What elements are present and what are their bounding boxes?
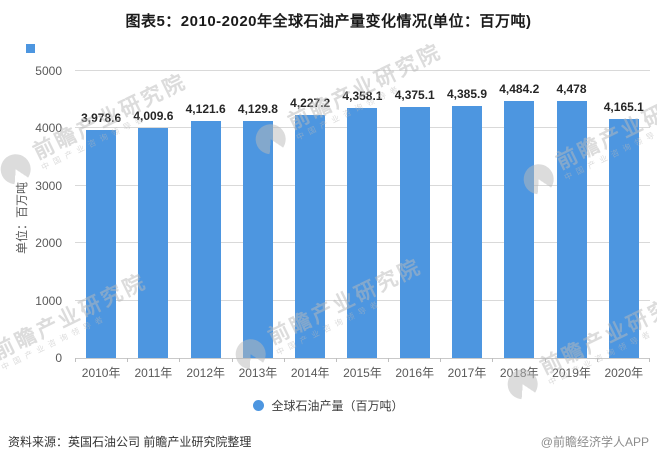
bar-value-label: 4,478 [556, 81, 587, 96]
bar [86, 129, 117, 358]
bar-value-label: 3,978.6 [81, 110, 122, 125]
x-tick-mark [335, 358, 337, 362]
y-tick-label: 0 [55, 351, 62, 365]
bar [242, 120, 273, 358]
x-tick-label: 2013年 [238, 366, 278, 380]
y-tick-label: 5000 [35, 64, 62, 78]
x-tick-mark [648, 358, 650, 362]
x-tick-label: 2020年 [604, 366, 644, 380]
chart-title: 图表5：2010-2020年全球石油产量变化情况(单位：百万吨) [125, 13, 532, 30]
x-tick-mark [596, 358, 598, 362]
x-tick-label: 2019年 [552, 366, 591, 380]
x-tick-label: 2010年 [81, 366, 121, 380]
bar-slot: 4,478 [545, 71, 597, 358]
bar-slot: 4,129.8 [232, 71, 284, 358]
bar-slot: 4,385.9 [441, 71, 493, 358]
bar-value-label: 4,358.1 [342, 88, 383, 103]
legend-label: 全球石油产量（百万吨） [271, 399, 404, 413]
legend-dot-icon [253, 400, 265, 411]
x-tick-mark [127, 358, 129, 362]
y-tick-labels: 0 1000 2000 3000 4000 5000 [24, 64, 68, 365]
x-tick-mark [231, 358, 233, 362]
x-tick-mark [440, 358, 442, 362]
bar [295, 115, 326, 358]
bar-slot: 4,358.1 [336, 71, 388, 358]
legend: 全球石油产量（百万吨） [0, 397, 657, 414]
bar [399, 106, 430, 358]
x-tick-mark [283, 358, 285, 362]
bar-slot: 4,009.6 [127, 71, 179, 358]
series-marker-square [26, 44, 35, 53]
x-tick-mark [492, 358, 494, 362]
x-tick-label: 2018年 [499, 366, 539, 380]
bar-slot: 4,375.1 [389, 71, 441, 358]
bar-value-label: 4,375.1 [394, 87, 435, 102]
y-tick-label: 3000 [35, 178, 62, 193]
bar-value-label: 4,385.9 [446, 87, 488, 102]
bar [347, 107, 378, 358]
x-tick-label: 2012年 [186, 366, 226, 380]
bar-value-label: 4,121.6 [185, 102, 226, 117]
gridline [75, 70, 650, 71]
bar-value-label: 4,227.2 [290, 96, 331, 111]
bar [451, 106, 482, 358]
x-tick-label: 2016年 [395, 366, 435, 380]
source-note: 资料来源：英国石油公司 前瞻产业研究院整理 [8, 435, 252, 449]
y-tick-label: 2000 [35, 236, 62, 251]
bar-slot: 4,227.2 [284, 71, 336, 358]
bar-slot: 4,484.2 [493, 71, 545, 358]
bars: 3,978.6 4,009.6 4,121.6 4,129.8 4,227.2 4,358… [75, 71, 650, 358]
bar-value-label: 4,484.2 [499, 81, 540, 96]
bar-value-label: 4,165.1 [603, 99, 644, 114]
x-tick-mark [179, 358, 181, 362]
x-tick-label: 2011年 [134, 366, 173, 380]
x-ticks [75, 358, 650, 362]
x-tick-label: 2017年 [447, 366, 487, 380]
bar [138, 127, 169, 358]
bar-value-label: 4,009.6 [133, 108, 174, 123]
bar-slot: 4,165.1 [598, 71, 650, 358]
y-tick-label: 4000 [35, 121, 62, 136]
x-tick-label: 2015年 [343, 366, 382, 380]
credit-note: @前瞻经济学人APP [540, 435, 649, 449]
x-tick-mark [388, 358, 390, 362]
x-tick-mark [75, 358, 76, 362]
bar-value-label: 4,129.8 [237, 101, 278, 116]
x-tick-label: 2014年 [290, 366, 330, 380]
bar [504, 100, 535, 358]
plot-area: 3,978.6 4,009.6 4,121.6 4,129.8 4,227.2 4,358… [75, 70, 650, 359]
bar-slot: 4,121.6 [180, 71, 232, 358]
x-tick-mark [544, 358, 546, 362]
bar-slot: 3,978.6 [75, 71, 127, 358]
bar [556, 100, 587, 358]
y-tick-label: 1000 [35, 293, 62, 308]
bar [608, 118, 639, 358]
bar [190, 121, 221, 358]
x-axis-labels: 2010年 2011年 2012年 2013年 2014年 2015年 2016年 2017年… [75, 364, 650, 381]
